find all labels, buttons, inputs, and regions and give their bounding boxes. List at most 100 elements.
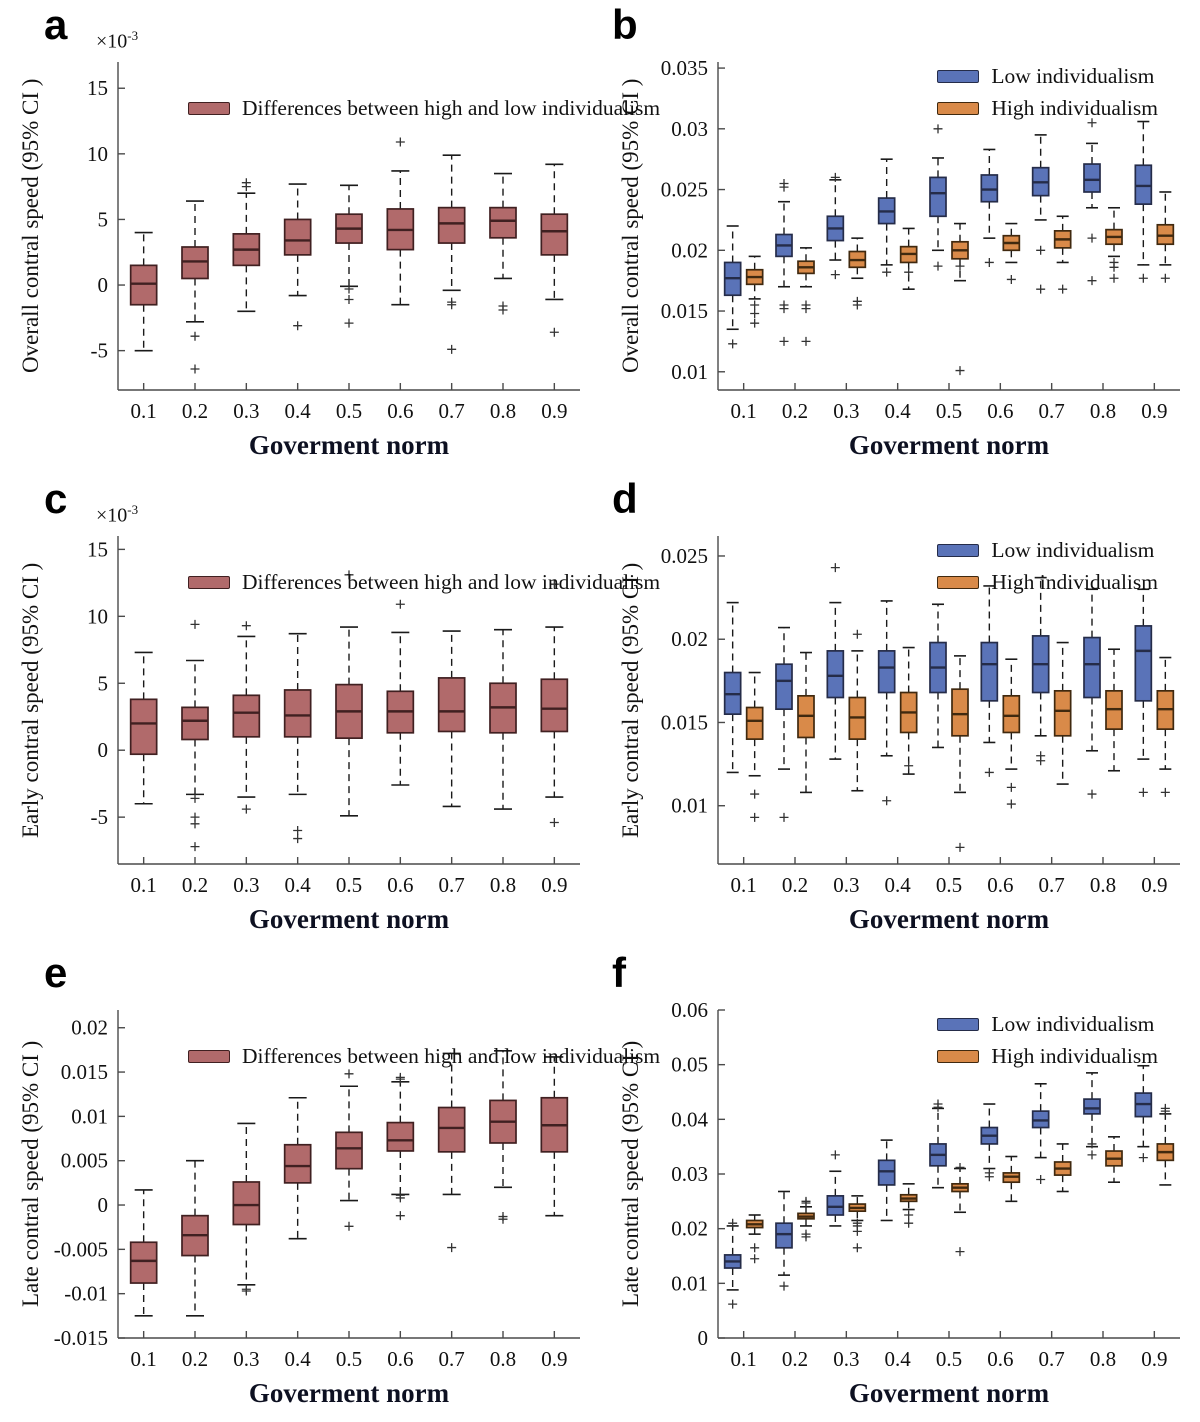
- svg-text:0.8: 0.8: [1090, 1347, 1116, 1371]
- svg-text:0.8: 0.8: [490, 399, 516, 423]
- svg-text:0.02: 0.02: [71, 1016, 108, 1040]
- legend-label: Differences between high and low individ…: [242, 96, 661, 120]
- svg-text:0.4: 0.4: [285, 399, 312, 423]
- boxplot-canvas-d: 0.01 0.015 0.02 0.025 0.1 0.2 0.3 0.4 0.5 0.6 0.7 0…: [661, 536, 1180, 897]
- y-axis-label: Late contral speed (95% CI ): [18, 1040, 43, 1308]
- legend-entry: Low individualism: [937, 64, 1158, 89]
- svg-text:0.025: 0.025: [661, 178, 708, 202]
- legend-swatch-low-individualism: [937, 1018, 980, 1031]
- svg-text:0.8: 0.8: [490, 1347, 516, 1371]
- svg-text:0.5: 0.5: [336, 399, 362, 423]
- legend-entry: High individualism: [937, 96, 1158, 121]
- svg-text:0.3: 0.3: [233, 399, 259, 423]
- legend: Low individualism High individualism: [937, 1012, 1158, 1069]
- x-axis-label: Goverment norm: [848, 904, 1050, 934]
- legend-swatch-difference: [188, 102, 230, 115]
- legend-swatch-low-individualism: [937, 544, 980, 557]
- svg-text:10: 10: [87, 142, 108, 166]
- panel-e: -0.015 -0.01 -0.005 0 0.005 0.01 0.015 0.02 0.1 0…: [0, 948, 660, 1422]
- svg-text:0.3: 0.3: [233, 873, 259, 897]
- svg-text:-5: -5: [91, 805, 109, 829]
- legend-entry: Low individualism: [937, 538, 1158, 563]
- svg-text:0.2: 0.2: [182, 873, 208, 897]
- svg-text:0.5: 0.5: [336, 1347, 362, 1371]
- svg-text:0: 0: [98, 273, 109, 297]
- svg-text:0.5: 0.5: [336, 873, 362, 897]
- legend: Differences between high and low individ…: [188, 570, 660, 595]
- svg-text:0.3: 0.3: [833, 399, 859, 423]
- legend-label: Differences between high and low individ…: [242, 570, 661, 594]
- svg-text:0.6: 0.6: [987, 1347, 1013, 1371]
- svg-text:0.03: 0.03: [671, 117, 708, 141]
- svg-text:0.1: 0.1: [131, 873, 157, 897]
- svg-text:0.02: 0.02: [671, 627, 708, 651]
- svg-text:0.7: 0.7: [439, 399, 465, 423]
- y-axis-label: Overall contral speed (95% CI ): [618, 78, 643, 374]
- svg-text:0.7: 0.7: [1039, 399, 1065, 423]
- svg-text:0.6: 0.6: [387, 1347, 413, 1371]
- svg-text:0.015: 0.015: [61, 1060, 108, 1084]
- legend: Low individualism High individualism: [937, 64, 1158, 121]
- svg-text:0.1: 0.1: [731, 399, 757, 423]
- panel-letter-d: d: [612, 475, 638, 522]
- legend-swatch-low-individualism: [937, 70, 980, 83]
- svg-text:0: 0: [98, 738, 109, 762]
- panel-letter-b: b: [612, 1, 638, 48]
- x-axis-label: Goverment norm: [248, 904, 450, 934]
- legend: Low individualism High individualism: [937, 538, 1158, 595]
- legend-label: Low individualism: [991, 538, 1155, 562]
- svg-text:15: 15: [87, 76, 108, 100]
- svg-text:0.9: 0.9: [1141, 399, 1167, 423]
- svg-text:0.1: 0.1: [131, 399, 157, 423]
- legend-entry: Low individualism: [937, 1012, 1158, 1037]
- legend-entry: Differences between high and low individ…: [188, 1044, 660, 1069]
- svg-text:0.4: 0.4: [285, 1347, 312, 1371]
- svg-text:0.2: 0.2: [182, 1347, 208, 1371]
- svg-text:0.9: 0.9: [541, 1347, 567, 1371]
- legend-swatch-high-individualism: [937, 102, 980, 115]
- svg-text:0.6: 0.6: [387, 873, 413, 897]
- svg-text:0.8: 0.8: [1090, 873, 1116, 897]
- svg-text:0.5: 0.5: [936, 399, 962, 423]
- svg-text:0.5: 0.5: [936, 873, 962, 897]
- svg-text:-0.01: -0.01: [64, 1282, 108, 1306]
- svg-text:0.04: 0.04: [671, 1107, 708, 1131]
- svg-text:0.9: 0.9: [541, 873, 567, 897]
- panel-d: 0.01 0.015 0.02 0.025 0.1 0.2 0.3 0.4 0.5 0.6 0.7 0…: [600, 474, 1200, 948]
- boxplot-canvas-a: -5 0 5 10 15 0.1 0.2 0.3 0.4 0.5 0.6 0.7 0.8 0.9: [87, 62, 580, 423]
- svg-text:0.1: 0.1: [731, 873, 757, 897]
- legend-label: Low individualism: [991, 1012, 1155, 1036]
- svg-text:0.6: 0.6: [387, 399, 413, 423]
- legend-swatch-difference: [188, 576, 230, 589]
- svg-text:0: 0: [98, 1193, 109, 1217]
- y-axis-label: Early contral speed (95% CI ): [618, 562, 643, 838]
- panel-letter-a: a: [44, 1, 68, 48]
- svg-text:0.015: 0.015: [661, 299, 708, 323]
- svg-text:0.3: 0.3: [233, 1347, 259, 1371]
- legend-entry: Differences between high and low individ…: [188, 570, 660, 595]
- svg-text:0.7: 0.7: [1039, 1347, 1065, 1371]
- svg-text:0.015: 0.015: [661, 710, 708, 734]
- svg-text:0.02: 0.02: [671, 238, 708, 262]
- svg-text:0.02: 0.02: [671, 1217, 708, 1241]
- svg-text:0.2: 0.2: [782, 399, 808, 423]
- svg-text:0.4: 0.4: [885, 1347, 912, 1371]
- svg-text:0.03: 0.03: [671, 1162, 708, 1186]
- svg-text:0.4: 0.4: [285, 873, 312, 897]
- svg-text:10: 10: [87, 604, 108, 628]
- svg-text:0.005: 0.005: [61, 1149, 108, 1173]
- boxplot-canvas-f: 0 0.01 0.02 0.03 0.04 0.05 0.06 0.1 0.2 0.3 0.4 0.5…: [671, 998, 1180, 1371]
- panel-b: 0.01 0.015 0.02 0.025 0.03 0.035 0.1 0.2 0.3 0.4 0…: [600, 0, 1200, 474]
- legend-entry: High individualism: [937, 1044, 1158, 1069]
- svg-text:0.2: 0.2: [782, 1347, 808, 1371]
- panel-letter-e: e: [44, 949, 68, 996]
- x-axis-label: Goverment norm: [248, 430, 450, 460]
- y-axis-label: Late contral speed (95% CI ): [618, 1040, 643, 1308]
- svg-text:0.01: 0.01: [671, 1271, 708, 1295]
- svg-text:0.1: 0.1: [731, 1347, 757, 1371]
- svg-text:0.2: 0.2: [782, 873, 808, 897]
- y-axis-scale-label: ×10-3: [96, 28, 139, 53]
- panel-letter-c: c: [44, 475, 68, 522]
- svg-text:15: 15: [87, 537, 108, 561]
- svg-text:0.01: 0.01: [671, 794, 708, 818]
